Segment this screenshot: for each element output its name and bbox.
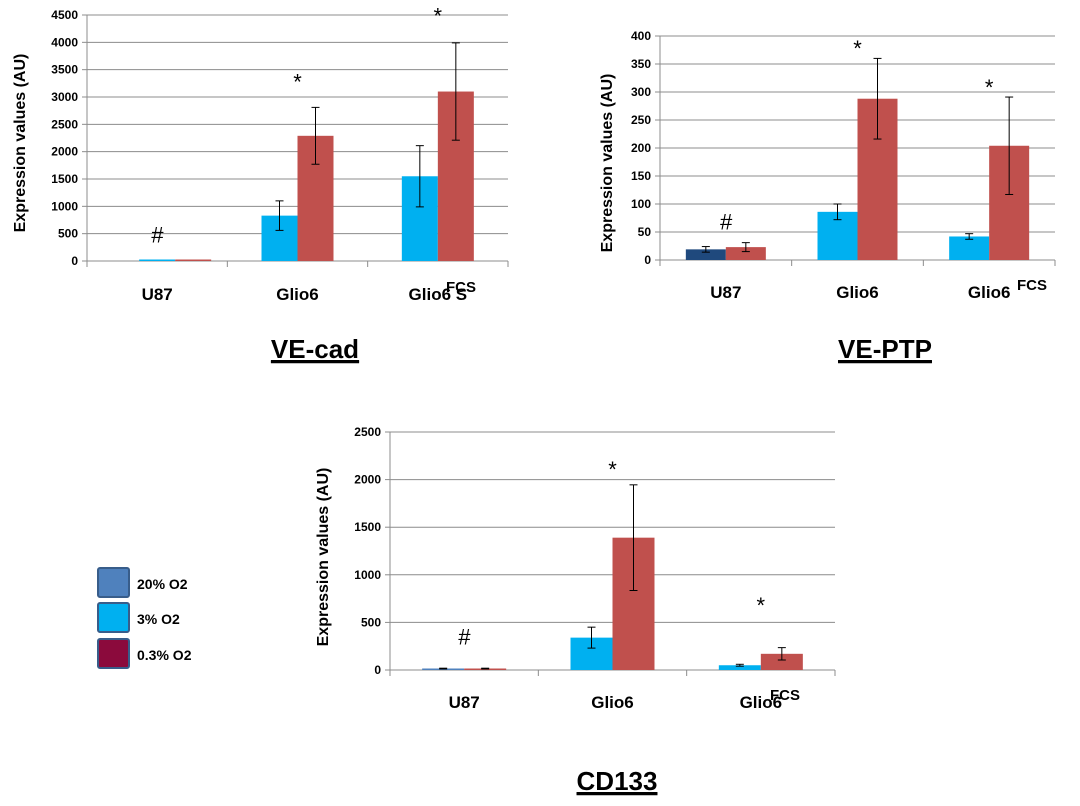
x-category-label: U87 [449,693,480,712]
x-category-label: Glio6 [836,283,879,302]
legend-label: 0.3% O2 [137,647,192,663]
y-tick-label: 400 [631,29,651,43]
y-axis-label: Expression values (AU) [12,54,29,233]
category-note-fcs: FCS [1017,277,1047,294]
y-axis-label: Expression values (AU) [315,468,332,647]
y-tick-label: 250 [631,113,651,127]
legend-label: 3% O2 [137,611,180,627]
legend-label: 20% O2 [137,576,188,592]
y-tick-label: 4000 [51,35,78,49]
legend-swatch [97,638,130,669]
y-tick-label: 50 [638,225,652,239]
x-category-label: Glio6 [968,283,1011,302]
bar [139,259,176,261]
legend: 20% O2 3% O2 0.3% O2 [97,567,192,669]
x-category-label: U87 [142,285,173,304]
chart-1: 0 500 1000 1500 2000 2500 3000 3500 4000 4500 U87 G… [12,4,509,364]
y-tick-label: 1500 [354,520,381,534]
y-tick-label: 2000 [354,473,381,487]
legend-swatch [97,567,130,598]
y-tick-label: 500 [58,227,78,241]
y-tick-label: 1500 [51,172,78,186]
y-tick-label: 350 [631,57,651,71]
y-tick-label: 150 [631,169,651,183]
chart-title: VE-PTP [838,334,932,364]
significance-mark: # [458,625,471,650]
y-tick-label: 3000 [51,90,78,104]
significance-mark: * [985,75,994,100]
y-tick-label: 2000 [51,145,78,159]
bar [725,247,766,260]
x-category-label: Glio6 [276,285,319,304]
significance-mark: # [151,222,164,247]
y-tick-label: 1000 [354,568,381,582]
y-tick-label: 0 [374,663,381,677]
significance-mark: * [434,4,443,29]
y-tick-label: 200 [631,141,651,155]
significance-mark: * [853,36,862,61]
y-tick-label: 500 [361,615,381,629]
y-tick-label: 100 [631,197,651,211]
y-tick-label: 1000 [51,199,78,213]
y-tick-label: 0 [644,253,651,267]
bar [685,249,726,260]
significance-mark: * [293,69,302,94]
significance-mark: # [720,210,733,235]
y-tick-label: 3500 [51,63,78,77]
category-note-fcs: FCS [446,279,476,296]
bar [949,236,990,260]
legend-swatch [97,602,130,633]
x-category-label: U87 [710,283,741,302]
y-tick-label: 2500 [51,117,78,131]
chart-title: CD133 [577,766,658,796]
bar [760,653,803,670]
y-axis-label: Expression values (AU) [599,74,616,253]
y-tick-label: 2500 [354,425,381,439]
significance-mark: * [608,457,617,482]
y-tick-label: 4500 [51,8,78,22]
category-note-fcs: FCS [770,687,800,704]
x-category-label: Glio6 S [409,285,468,304]
chart-2: 0 50 100 150 200 250 300 350 400 U87 Glio6 Glio6 FCS… [599,29,1056,364]
y-tick-label: 0 [71,254,78,268]
bar [175,259,212,261]
bar [718,665,761,670]
y-tick-label: 300 [631,85,651,99]
significance-mark: * [757,593,766,618]
x-category-label: Glio6 [740,693,783,712]
chart-title: VE-cad [271,334,359,364]
x-category-label: Glio6 [591,693,634,712]
